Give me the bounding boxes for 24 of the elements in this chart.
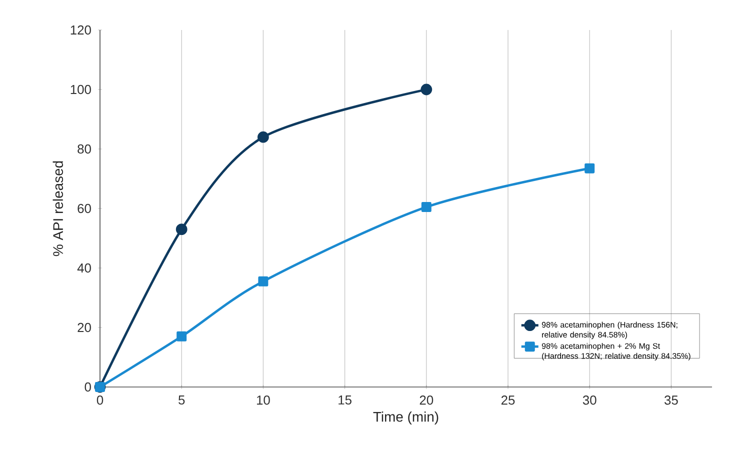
y-tick-label: 0 bbox=[84, 382, 91, 392]
point bbox=[258, 131, 269, 143]
y-tick-label: 60 bbox=[78, 204, 91, 214]
y-tick-label: 120 bbox=[70, 25, 91, 35]
point bbox=[176, 331, 187, 342]
point bbox=[421, 202, 432, 212]
x-axis-title: Time (min) bbox=[373, 412, 438, 425]
x-tick-label: 0 bbox=[96, 396, 104, 405]
y-tick-label: 100 bbox=[70, 84, 91, 94]
point bbox=[176, 224, 188, 236]
y-tick-label: 20 bbox=[78, 322, 91, 332]
y-tick-label: 80 bbox=[78, 144, 91, 154]
x-tick-label: 35 bbox=[664, 396, 678, 405]
x-tick-label: 25 bbox=[501, 396, 515, 405]
x-tick-label: 10 bbox=[256, 396, 270, 405]
y-axis-title: % API released bbox=[52, 161, 64, 256]
x-tick-label: 5 bbox=[178, 396, 185, 405]
x-tick-label: 20 bbox=[420, 396, 434, 405]
point bbox=[420, 84, 432, 96]
point bbox=[258, 276, 268, 286]
x-tick-label: 30 bbox=[582, 396, 596, 405]
point bbox=[584, 163, 595, 174]
y-tick-label: 40 bbox=[77, 263, 91, 273]
x-tick-label: 15 bbox=[338, 396, 352, 405]
